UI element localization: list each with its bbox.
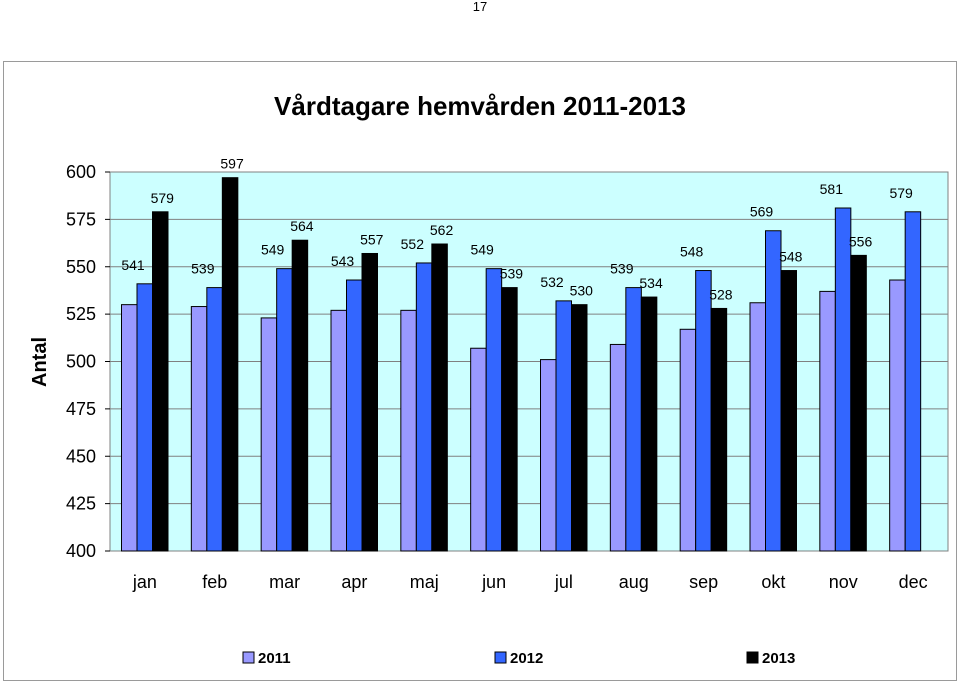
data-label-2012-nov: 581 [820, 181, 844, 197]
data-label-2013-mar: 564 [290, 218, 314, 234]
data-label-2013-aug: 534 [639, 275, 663, 291]
bar-2012-maj [415, 262, 433, 552]
page-number: 17 [472, 0, 488, 14]
bar-2011-jan [121, 304, 138, 552]
data-label-2012-aug: 539 [610, 261, 634, 277]
bar-2013-jun [501, 287, 518, 552]
y-tick-label: 600 [66, 162, 96, 182]
y-tick-label: 450 [66, 446, 96, 466]
data-label-2012-mar: 549 [261, 242, 285, 258]
bar-2012-feb [206, 287, 223, 552]
legend-label-2012: 2012 [510, 650, 543, 667]
data-label-2013-jan: 579 [151, 190, 175, 206]
x-tick-label: jun [481, 572, 506, 592]
x-tick-label: sep [689, 572, 718, 592]
data-label-2013-nov: 556 [849, 233, 873, 249]
bar-2012-okt [765, 230, 782, 552]
bar-2011-maj [400, 309, 417, 552]
bar-2013-mar [291, 239, 309, 552]
x-tick-label: nov [829, 572, 858, 592]
bar-2012-apr [346, 279, 363, 552]
bar-2013-apr [361, 252, 378, 552]
x-tick-label: dec [899, 572, 928, 592]
bar-2012-jun [485, 268, 503, 552]
bar-2011-jul [540, 359, 557, 552]
bar-2013-sep [710, 307, 728, 552]
bar-2012-sep [695, 270, 712, 552]
bar-2011-mar [260, 317, 278, 552]
legend-label-2013: 2013 [762, 650, 795, 667]
data-label-2012-dec: 579 [889, 185, 913, 201]
bar-2013-maj [431, 243, 448, 552]
data-label-2012-maj: 552 [401, 236, 425, 252]
bar-2011-okt [749, 302, 766, 552]
x-tick-label: jan [132, 572, 157, 592]
y-axis-label: Antal [29, 337, 51, 387]
bar-2013-feb [221, 177, 239, 552]
bar-2011-nov [819, 290, 836, 552]
data-label-2012-apr: 543 [331, 253, 355, 269]
y-tick-label: 525 [66, 304, 96, 324]
x-tick-label: okt [761, 572, 785, 592]
bar-2011-dec [889, 279, 906, 552]
y-tick-label: 400 [66, 541, 96, 561]
data-label-2012-feb: 539 [191, 261, 215, 277]
data-label-2012-sep: 548 [680, 244, 704, 260]
y-tick-label: 425 [66, 494, 96, 514]
data-label-2013-apr: 557 [360, 231, 384, 247]
x-tick-label: mar [269, 572, 300, 592]
y-tick-label: 500 [66, 352, 96, 372]
y-tick-label: 575 [66, 209, 96, 229]
data-label-2013-feb: 597 [220, 156, 244, 172]
bar-2012-jul [555, 300, 572, 552]
bar-2013-nov [850, 254, 867, 552]
bar-2011-apr [330, 309, 347, 552]
bar-2012-mar [276, 268, 293, 552]
bar-2012-aug [625, 287, 642, 552]
chart-title: Vårdtagare hemvården 2011-2013 [274, 91, 686, 121]
bar-2012-nov [834, 207, 852, 552]
bar-2011-jun [470, 347, 487, 552]
bar-2013-okt [780, 270, 797, 552]
legend-swatch-2012 [494, 651, 507, 664]
data-label-2013-maj: 562 [430, 222, 454, 238]
bar-2011-feb [190, 306, 208, 552]
x-tick-label: jul [554, 572, 573, 592]
data-label-2013-jul: 530 [570, 283, 594, 299]
bar-2011-aug [609, 343, 627, 552]
x-tick-label: feb [202, 572, 227, 592]
data-label-2012-jul: 532 [540, 274, 564, 290]
legend-swatch-2011 [242, 651, 255, 664]
bar-2013-jan [152, 211, 169, 552]
x-tick-label: apr [341, 572, 367, 592]
data-label-2013-sep: 528 [709, 286, 733, 302]
x-tick-label: aug [619, 572, 649, 592]
x-tick-label: maj [410, 572, 439, 592]
y-tick-label: 550 [66, 257, 96, 277]
bar-2011-sep [679, 328, 697, 552]
legend-label-2011: 2011 [258, 650, 291, 667]
bar-2013-aug [640, 296, 658, 552]
y-tick-label: 475 [66, 399, 96, 419]
data-label-2012-jan: 541 [121, 257, 145, 273]
data-label-2012-okt: 569 [750, 204, 774, 220]
data-label-2013-okt: 548 [779, 249, 803, 265]
data-label-2012-jun: 549 [470, 242, 494, 258]
legend-swatch-2013 [746, 651, 759, 664]
bar-2012-jan [136, 283, 153, 552]
bar-2012-dec [904, 211, 922, 552]
data-label-2013-jun: 539 [500, 266, 524, 282]
bar-2013-jul [571, 304, 588, 552]
